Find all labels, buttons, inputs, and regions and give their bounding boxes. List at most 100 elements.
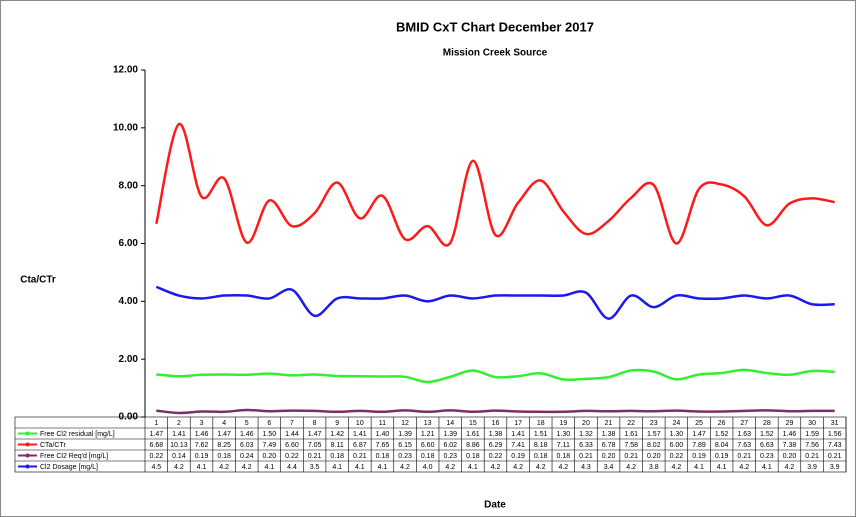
table-value: 3.4 xyxy=(604,464,614,471)
x-tick-label: 27 xyxy=(740,420,748,427)
table-value: 8.02 xyxy=(647,442,661,449)
legend-label: Free Cl2 Req'd [mg/L] xyxy=(40,453,108,460)
table-value: 4.1 xyxy=(332,464,342,471)
table-value: 0.19 xyxy=(715,453,729,460)
table-value: 1.38 xyxy=(489,431,503,438)
legend-label: Cl2 Dosage [mg/L] xyxy=(40,464,98,471)
table-value: 4.1 xyxy=(694,464,704,471)
table-value: 0.21 xyxy=(828,453,842,460)
table-value: 1.21 xyxy=(421,431,435,438)
y-tick-label: 10.00 xyxy=(113,122,138,133)
table-value: 0.18 xyxy=(217,453,231,460)
table-value: 6.02 xyxy=(443,442,457,449)
table-value: 4.2 xyxy=(536,464,546,471)
table-value: 4.1 xyxy=(265,464,275,471)
table-value: 1.52 xyxy=(760,431,774,438)
x-tick-label: 19 xyxy=(559,420,567,427)
table-value: 7.89 xyxy=(692,442,706,449)
table-value: 1.30 xyxy=(557,431,571,438)
x-tick-label: 30 xyxy=(808,420,816,427)
y-tick-label: 12.00 xyxy=(113,65,138,76)
table-value: 4.1 xyxy=(468,464,478,471)
table-value: 6.00 xyxy=(670,442,684,449)
table-value: 7.56 xyxy=(805,442,819,449)
table-value: 0.23 xyxy=(760,453,774,460)
table-value: 1.47 xyxy=(692,431,706,438)
table-value: 1.41 xyxy=(511,431,525,438)
x-tick-label: 17 xyxy=(514,420,522,427)
table-value: 0.24 xyxy=(240,453,254,460)
table-value: 0.18 xyxy=(421,453,435,460)
x-tick-label: 3 xyxy=(200,420,204,427)
x-tick-label: 1 xyxy=(154,420,158,427)
table-value: 0.21 xyxy=(579,453,593,460)
x-tick-label: 4 xyxy=(222,420,226,427)
table-value: 7.41 xyxy=(511,442,525,449)
x-tick-label: 2 xyxy=(177,420,181,427)
table-value: 1.46 xyxy=(783,431,797,438)
table-value: 4.2 xyxy=(672,464,682,471)
legend-label: Free Cl2 residual [mg/L] xyxy=(40,431,115,438)
table-value: 6.87 xyxy=(353,442,367,449)
x-tick-label: 20 xyxy=(582,420,590,427)
table-value: 7.62 xyxy=(195,442,209,449)
table-value: 1.30 xyxy=(670,431,684,438)
table-value: 1.32 xyxy=(579,431,593,438)
x-tick-label: 16 xyxy=(492,420,500,427)
table-value: 1.47 xyxy=(308,431,322,438)
table-value: 0.19 xyxy=(195,453,209,460)
table-value: 0.22 xyxy=(149,453,163,460)
table-value: 1.51 xyxy=(534,431,548,438)
table-value: 0.21 xyxy=(353,453,367,460)
x-tick-label: 14 xyxy=(446,420,454,427)
table-value: 7.65 xyxy=(376,442,390,449)
table-value: 6.60 xyxy=(285,442,299,449)
table-value: 0.20 xyxy=(263,453,277,460)
table-value: 0.14 xyxy=(172,453,186,460)
table-value: 1.38 xyxy=(602,431,616,438)
y-tick-label: 4.00 xyxy=(119,296,139,307)
table-value: 1.59 xyxy=(805,431,819,438)
table-value: 4.2 xyxy=(558,464,568,471)
table-value: 6.63 xyxy=(760,442,774,449)
legend-marker xyxy=(25,431,30,436)
table-value: 7.49 xyxy=(263,442,277,449)
chart-subtitle: Mission Creek Source xyxy=(443,48,548,59)
series-line xyxy=(155,122,835,247)
table-value: 0.19 xyxy=(511,453,525,460)
table-value: 3.9 xyxy=(807,464,817,471)
table-value: 4.1 xyxy=(197,464,207,471)
x-tick-label: 11 xyxy=(379,420,386,427)
x-tick-label: 8 xyxy=(313,420,317,427)
x-tick-label: 26 xyxy=(718,420,726,427)
table-value: 1.44 xyxy=(285,431,299,438)
table-value: 7.05 xyxy=(308,442,322,449)
table-value: 3.8 xyxy=(649,464,659,471)
table-value: 0.21 xyxy=(624,453,638,460)
table-value: 1.50 xyxy=(263,431,277,438)
y-tick-label: 2.00 xyxy=(119,354,139,365)
table-value: 6.68 xyxy=(149,442,163,449)
y-tick-label: 8.00 xyxy=(119,180,139,191)
table-value: 8.04 xyxy=(715,442,729,449)
x-tick-label: 9 xyxy=(335,420,339,427)
table-value: 0.23 xyxy=(398,453,412,460)
table-value: 0.23 xyxy=(443,453,457,460)
table-value: 1.61 xyxy=(624,431,638,438)
table-value: 1.46 xyxy=(195,431,209,438)
table-value: 1.57 xyxy=(647,431,661,438)
table-value: 4.2 xyxy=(739,464,749,471)
table-value: 0.20 xyxy=(602,453,616,460)
table-value: 4.2 xyxy=(400,464,410,471)
table-value: 3.5 xyxy=(310,464,320,471)
table-value: 6.29 xyxy=(489,442,503,449)
table-value: 6.60 xyxy=(421,442,435,449)
y-axis-label: Cta/CTr xyxy=(20,275,56,286)
x-tick-label: 13 xyxy=(424,420,432,427)
table-value: 4.2 xyxy=(626,464,636,471)
table-value: 1.41 xyxy=(353,431,367,438)
x-axis-label: Date xyxy=(484,500,506,511)
legend-marker xyxy=(25,453,30,458)
table-value: 4.2 xyxy=(513,464,523,471)
